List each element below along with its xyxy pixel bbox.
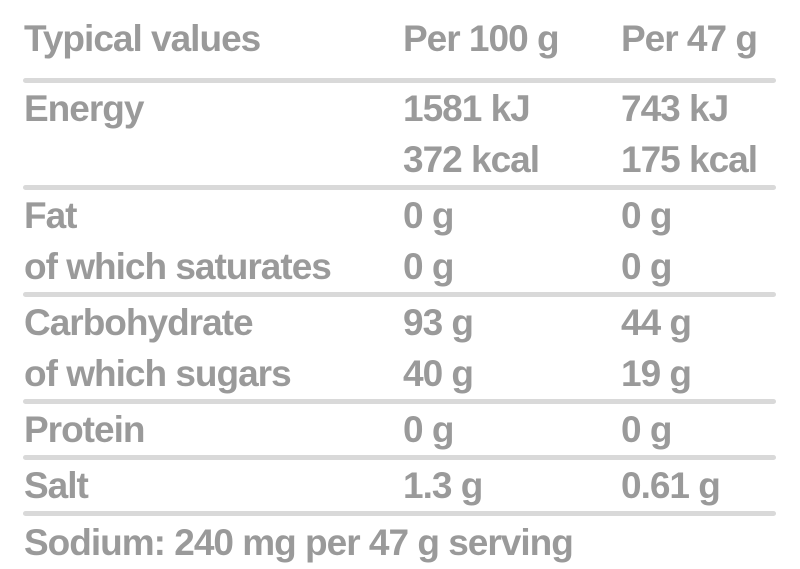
value-per-47g: 44 g	[621, 301, 692, 343]
table-divider	[23, 399, 776, 404]
column-header-typical-values: Typical values	[24, 18, 261, 59]
value-per-47g: 0 g	[621, 245, 672, 287]
footer-sodium-note: Sodium: 240 mg per 47 g serving	[24, 521, 574, 563]
table-divider	[23, 511, 776, 516]
row-carbohydrate: Carbohydrate 93 g 44 g	[0, 297, 800, 348]
row-label: of which saturates	[24, 245, 332, 287]
value-per-100g: 0 g	[403, 245, 454, 287]
row-label: Protein	[24, 408, 145, 450]
row-label: Carbohydrate	[24, 301, 254, 343]
row-sugars: of which sugars 40 g 19 g	[0, 348, 800, 399]
value-per-100g: 40 g	[403, 352, 474, 394]
row-label: Salt	[24, 464, 89, 506]
row-label: Fat	[24, 194, 78, 236]
value-per-100g: 1581 kJ	[403, 87, 531, 129]
value-per-100g: 0 g	[403, 194, 454, 236]
table-divider	[23, 455, 776, 460]
row-protein: Protein 0 g 0 g	[0, 404, 800, 455]
row-energy-kcal: 372 kcal 175 kcal	[0, 134, 800, 185]
table-divider	[23, 78, 776, 83]
value-per-47g: 0 g	[621, 194, 672, 236]
row-label: of which sugars	[24, 352, 292, 394]
row-energy-kj: Energy 1581 kJ 743 kJ	[0, 83, 800, 134]
value-per-100g: 93 g	[403, 301, 474, 343]
value-per-47g: 175 kcal	[621, 138, 758, 180]
column-header-per-100g: Per 100 g	[403, 18, 560, 59]
value-per-100g: 1.3 g	[403, 464, 483, 506]
row-fat: Fat 0 g 0 g	[0, 190, 800, 241]
table-divider	[23, 292, 776, 297]
header-row: Typical values Per 100 g Per 47 g	[0, 0, 800, 78]
value-per-47g: 0 g	[621, 408, 672, 450]
value-per-100g: 0 g	[403, 408, 454, 450]
table-divider	[23, 185, 776, 190]
row-salt: Salt 1.3 g 0.61 g	[0, 460, 800, 511]
value-per-47g: 743 kJ	[621, 87, 729, 129]
value-per-100g: 372 kcal	[403, 138, 540, 180]
column-header-per-47g: Per 47 g	[621, 18, 758, 59]
value-per-47g: 0.61 g	[621, 464, 721, 506]
value-per-47g: 19 g	[621, 352, 692, 394]
row-label: Energy	[24, 87, 144, 129]
row-saturates: of which saturates 0 g 0 g	[0, 241, 800, 292]
